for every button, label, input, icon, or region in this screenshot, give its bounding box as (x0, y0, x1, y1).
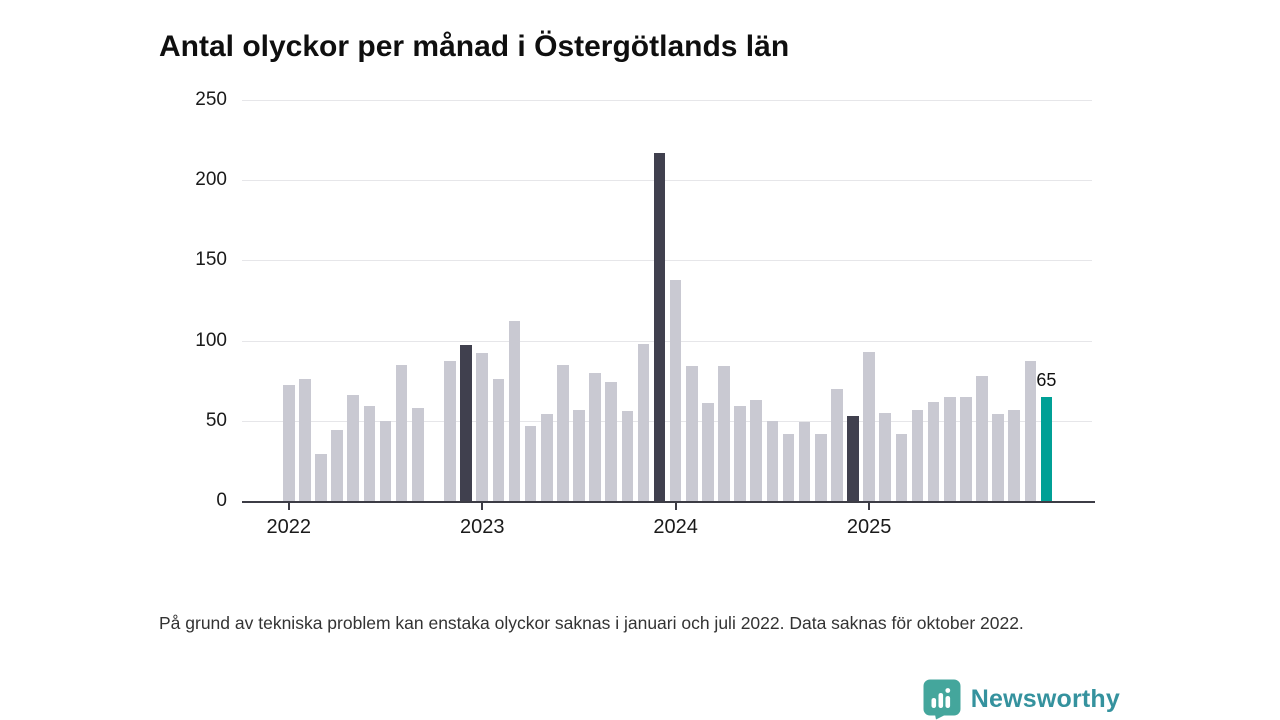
newsworthy-logo: Newsworthy (923, 678, 1120, 720)
y-axis-label-250: 250 (195, 88, 227, 110)
bar-2023-01 (476, 353, 489, 501)
bar-2022-01 (283, 385, 295, 501)
y-axis-label-0: 0 (216, 490, 227, 511)
bar-2024-08 (782, 433, 795, 501)
bar-2025-06 (943, 396, 956, 501)
bar-2022-12 (460, 345, 472, 501)
bar-2025-03 (895, 433, 908, 501)
bar-2025-04 (911, 409, 924, 501)
bar-2024-07 (766, 420, 779, 501)
bar-2023-08 (589, 372, 601, 501)
y-axis-label-100: 100 (195, 329, 227, 351)
bar-2024-10 (814, 433, 827, 501)
bar-2023-12 (653, 152, 666, 501)
bar-2022-04 (331, 430, 343, 501)
bar-2024-03 (702, 403, 714, 501)
bar-2024-05 (734, 406, 746, 501)
y-axis-label-200: 200 (195, 169, 227, 191)
x-axis-tick-2022 (287, 503, 290, 510)
bar-2023-10 (621, 411, 634, 501)
bar-2025-12 (1040, 396, 1053, 501)
y-axis-label-150: 150 (195, 249, 227, 271)
gridline-100 (242, 340, 1092, 342)
page-title: Antal olyckor per månad i Östergötlands … (159, 30, 790, 64)
bar-2023-05 (540, 414, 553, 501)
gridline-200 (242, 180, 1092, 182)
bar-2025-02 (879, 412, 892, 501)
bar-2024-01 (669, 279, 682, 501)
bar-2023-02 (492, 379, 505, 501)
bar-2022-06 (363, 406, 376, 501)
gridline-250 (242, 99, 1092, 101)
bar-2022-05 (347, 395, 360, 501)
footnote: På grund av tekniska problem kan enstaka… (159, 612, 1024, 633)
bar-2024-04 (718, 366, 730, 501)
bar-2024-09 (798, 422, 811, 501)
bar-2022-03 (315, 454, 327, 501)
bar-2023-03 (508, 321, 521, 501)
x-axis-label-2024: 2024 (653, 516, 698, 538)
x-axis-label-2022: 2022 (266, 516, 312, 538)
bar-2024-06 (750, 399, 763, 501)
x-axis-line (242, 500, 1095, 504)
x-axis-tick-2025 (868, 503, 871, 510)
bar-2023-09 (605, 382, 617, 501)
newsworthy-logo-text: Newsworthy (970, 684, 1120, 713)
bar-2022-02 (299, 379, 311, 501)
x-axis-label-2025: 2025 (846, 516, 892, 538)
bar-2024-11 (831, 388, 843, 501)
bar-2025-01 (863, 351, 875, 501)
x-axis-tick-2023 (481, 503, 484, 510)
bar-2025-08 (976, 375, 988, 501)
bar-2022-11 (444, 361, 456, 501)
bar-2023-06 (557, 364, 569, 501)
x-axis-label-2023: 2023 (459, 516, 505, 538)
latest-value-label: 65 (1036, 369, 1057, 390)
gridline-150 (242, 260, 1092, 262)
x-axis-tick-2024 (674, 503, 677, 510)
bar-2024-12 (847, 415, 859, 501)
bar-2022-09 (411, 407, 424, 501)
bar-chart-speech-bubble-icon (923, 679, 961, 719)
bar-2022-08 (395, 364, 408, 501)
bar-2023-11 (637, 343, 650, 501)
bar-2025-11 (1024, 361, 1037, 501)
bar-2025-05 (927, 401, 940, 501)
bar-2024-02 (686, 366, 698, 501)
bar-2025-09 (992, 414, 1004, 501)
y-axis-label-50: 50 (205, 409, 227, 431)
bar-2022-07 (379, 420, 392, 501)
gridline-50 (242, 420, 1092, 422)
bar-2025-07 (960, 396, 972, 501)
bar-2025-10 (1008, 409, 1020, 501)
bar-2023-04 (524, 425, 537, 501)
bar-2023-07 (573, 409, 585, 501)
